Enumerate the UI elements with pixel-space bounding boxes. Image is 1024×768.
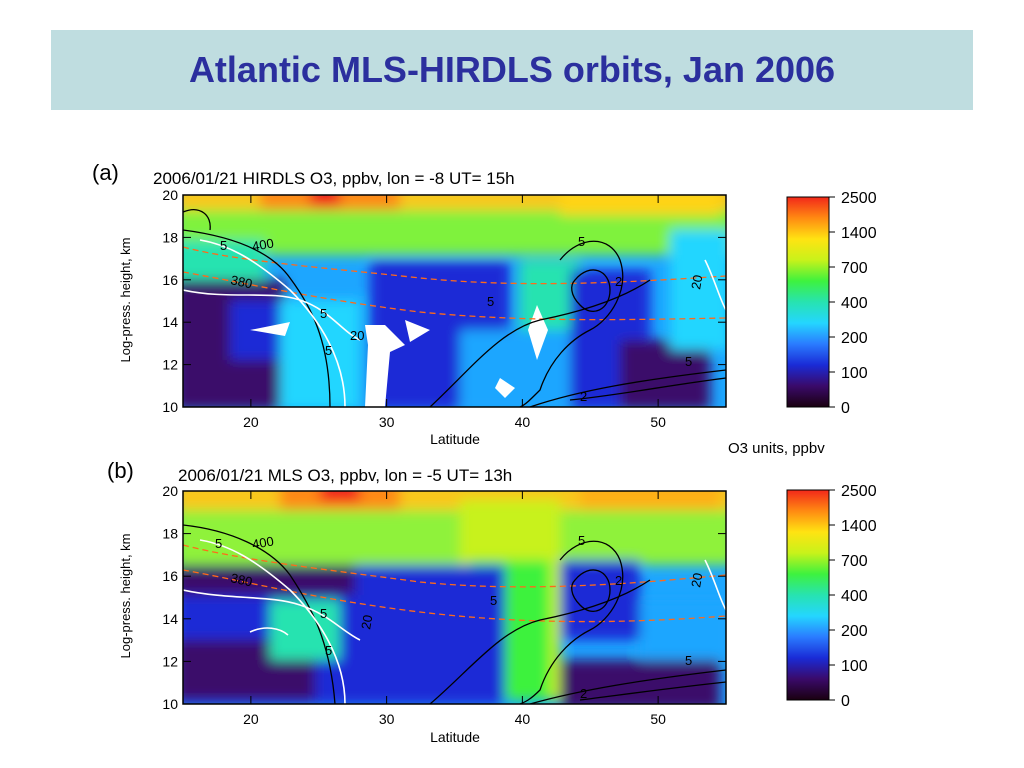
panel-a-ytick-label: 16: [162, 272, 178, 288]
panel-b-ylabel: Log-press. height, km: [118, 533, 133, 658]
panel-b: (b) 2006/01/21 MLS O3, ppbv, lon = -5 UT…: [107, 458, 877, 745]
panel-a-colorbar-label: 2500: [841, 190, 877, 207]
panel-a-ytick-label: 14: [162, 314, 178, 330]
slide-title: Atlantic MLS-HIRDLS orbits, Jan 2006: [188, 49, 836, 90]
panel-a-colorbar: 2500 1400 700 400 200 100 0: [786, 190, 877, 417]
panel-a-ytick-label: 10: [162, 399, 178, 415]
panel-a-colorbar-label: 700: [841, 260, 868, 277]
panel-a-colorbar-label: 400: [841, 295, 868, 312]
panel-a-heatmap: 400 380 5 5 5 5 5 2 2 5 20 20: [183, 195, 726, 407]
panel-b-heatmap: 400 380 5 5 5 5 5 5 2 2 20 20: [183, 491, 726, 704]
slide-title-bar: Atlantic MLS-HIRDLS orbits, Jan 2006: [51, 30, 973, 110]
panel-a-contour-label-5-6: 5: [320, 306, 327, 321]
panel-b-contour-label-5-2: 5: [578, 533, 585, 548]
panel-a-xlabel: Latitude: [430, 431, 480, 447]
panel-b-ytick-label: 20: [162, 483, 178, 499]
panel-b-colorbar-label: 100: [841, 658, 868, 675]
panel-b-ytick-label: 12: [162, 653, 178, 669]
panel-a-contour-label-5-4: 5: [685, 354, 692, 369]
panel-a-label: (a): [92, 160, 119, 185]
panel-b-xtick-label: 30: [379, 711, 395, 727]
panel-b-axes: 20 30 40 50 10 12 14 16 18 20: [162, 483, 726, 727]
panel-b-contour-label-380: 380: [229, 570, 253, 589]
panel-a-contour-label-5-1: 5: [220, 238, 227, 253]
panel-a-contour-label-380: 380: [229, 272, 253, 291]
panel-a-ytick-label: 20: [162, 187, 178, 203]
panel-b-xtick-label: 20: [243, 711, 259, 727]
panel-a-contour-label-5-5: 5: [325, 343, 332, 358]
panel-b-ytick-label: 16: [162, 568, 178, 584]
panel-a-frame: [182, 194, 727, 408]
panel-b-colorbar-label: 200: [841, 623, 868, 640]
panel-a-xtick-label: 30: [379, 414, 395, 430]
panel-b-colorbar-gradient: [786, 489, 830, 701]
panel-b-xlabel: Latitude: [430, 729, 480, 745]
panel-b-title: 2006/01/21 MLS O3, ppbv, lon = -5 UT= 13…: [178, 466, 512, 485]
panel-b-xtick-label: 50: [650, 711, 666, 727]
panel-a-xtick-label: 40: [515, 414, 531, 430]
panel-b-colorbar-label: 1400: [841, 518, 877, 535]
panel-a-contour-label-5-2: 5: [578, 234, 585, 249]
panel-b-contour-label-2-2: 2: [615, 573, 622, 588]
panel-b-contour-label-5-1: 5: [215, 536, 222, 551]
panel-b-ytick-label: 18: [162, 526, 178, 542]
panel-a-contour-label-20-2: 20: [350, 328, 364, 343]
panel-a-contour-label-400: 400: [251, 235, 275, 254]
panel-b-colorbar-label: 400: [841, 588, 868, 605]
panel-b-colorbar: 2500 1400 700 400 200 100 0: [786, 483, 877, 710]
panel-b-contour-label-2-1: 2: [580, 686, 587, 701]
units-note: O3 units, ppbv: [728, 440, 825, 457]
panel-a-xtick-label: 50: [650, 414, 666, 430]
panel-a-ylabel: Log-press. height, km: [118, 237, 133, 362]
panel-b-contour-label-5-4: 5: [685, 653, 692, 668]
panel-b-frame: [182, 490, 727, 705]
panel-a-colorbar-gradient: [786, 196, 830, 408]
panel-a-axes: 20 30 40 50 10 12 14 16 18 20: [162, 187, 726, 430]
panel-b-colorbar-label: 2500: [841, 483, 877, 500]
panel-b-contour-label-5-5: 5: [325, 643, 332, 658]
panel-a-ytick-label: 18: [162, 229, 178, 245]
panel-a-contour-label-2-1: 2: [580, 389, 587, 404]
panel-a-contour-label-20-1: 20: [688, 274, 705, 291]
panel-b-ytick-label: 10: [162, 696, 178, 712]
panel-b-label: (b): [107, 458, 134, 483]
panel-a-colorbar-label: 0: [841, 400, 850, 417]
panel-b-colorbar-label: 0: [841, 693, 850, 710]
panel-a-title: 2006/01/21 HIRDLS O3, ppbv, lon = -8 UT=…: [153, 169, 515, 188]
panel-a: (a) 2006/01/21 HIRDLS O3, ppbv, lon = -8…: [92, 160, 877, 447]
panel-a-xtick-label: 20: [243, 414, 259, 430]
panel-a-colorbar-label: 1400: [841, 225, 877, 242]
panel-b-contour-label-400: 400: [251, 533, 275, 552]
panel-b-colorbar-label: 700: [841, 553, 868, 570]
panel-a-contour-label-5-3: 5: [487, 294, 494, 309]
panel-b-xtick-label: 40: [515, 711, 531, 727]
panel-b-ytick-label: 14: [162, 611, 178, 627]
panel-b-contour-label-5-6: 5: [320, 606, 327, 621]
panel-a-colorbar-label: 200: [841, 330, 868, 347]
panel-a-contour-label-2-2: 2: [615, 274, 622, 289]
panel-b-contour-label-5-3: 5: [490, 593, 497, 608]
panel-b-contour-label-20-1: 20: [688, 572, 705, 589]
panel-a-ytick-label: 12: [162, 357, 178, 373]
panel-b-contour-label-20-2: 20: [358, 614, 375, 631]
panel-a-colorbar-label: 100: [841, 365, 868, 382]
